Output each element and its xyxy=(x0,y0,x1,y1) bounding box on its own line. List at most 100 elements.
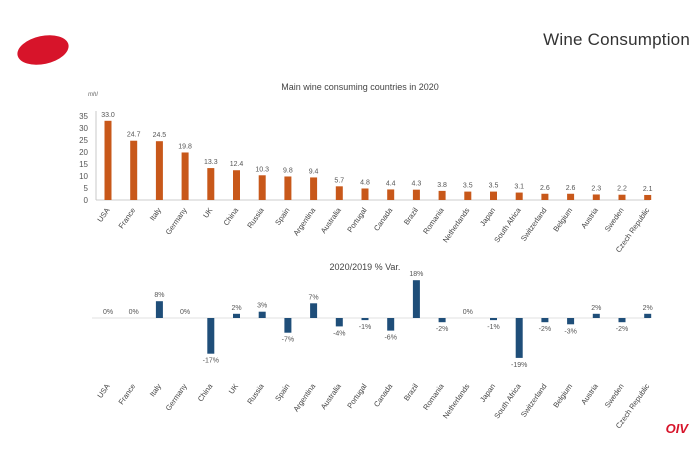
consumption-y-tick-label: 25 xyxy=(79,136,88,145)
consumption-value-label: 2.6 xyxy=(566,185,576,192)
variation-category-label: Australia xyxy=(319,381,344,411)
variation-bar xyxy=(618,318,626,323)
variation-category-label: China xyxy=(196,381,215,403)
consumption-bar xyxy=(644,194,652,200)
variation-value-label: -19% xyxy=(511,362,527,369)
variation-bar xyxy=(438,318,446,323)
consumption-category-label: France xyxy=(117,206,138,230)
consumption-value-label: 10.3 xyxy=(255,166,269,173)
variation-category-label: Spain xyxy=(273,382,291,403)
consumption-value-label: 24.5 xyxy=(153,132,167,139)
variation-category-label: Romania xyxy=(421,381,446,411)
variation-category-label: Portugal xyxy=(345,382,369,410)
variation-bar xyxy=(310,303,318,318)
consumption-bar xyxy=(361,188,369,200)
variation-bar xyxy=(155,301,163,318)
consumption-category-label: Brazil xyxy=(402,206,420,227)
consumption-bar xyxy=(387,189,395,200)
consumption-category-label: Switzerland xyxy=(519,206,549,243)
consumption-value-label: 3.5 xyxy=(489,183,499,190)
consumption-value-label: 4.8 xyxy=(360,179,370,186)
consumption-y-tick-label: 10 xyxy=(79,172,88,181)
variation-value-label: -1% xyxy=(359,324,371,331)
variation-value-label: 0% xyxy=(129,309,139,316)
brand-mark: OIV xyxy=(665,421,688,436)
consumption-category-label: Canada xyxy=(372,205,395,232)
variation-value-label: -2% xyxy=(539,326,551,333)
variation-value-label: 2% xyxy=(231,305,241,312)
consumption-category-label: USA xyxy=(95,206,111,224)
consumption-value-label: 19.8 xyxy=(178,143,192,150)
consumption-category-label: Argentina xyxy=(291,205,317,237)
variation-bar xyxy=(233,313,240,318)
consumption-bar xyxy=(284,176,292,200)
consumption-chart: Main wine consuming countries in 2020 mh… xyxy=(79,82,653,254)
consumption-bar xyxy=(438,190,446,200)
variation-value-label: -2% xyxy=(616,326,628,333)
consumption-category-label: Belgium xyxy=(551,206,574,233)
consumption-category-label: Japan xyxy=(478,206,497,228)
consumption-value-label: 4.3 xyxy=(412,181,422,188)
consumption-bar xyxy=(104,120,112,200)
variation-bar xyxy=(644,313,652,318)
variation-category-label: Russia xyxy=(245,381,266,406)
consumption-value-label: 3.8 xyxy=(437,182,447,189)
variation-value-label: -3% xyxy=(564,328,576,335)
variation-value-label: -6% xyxy=(384,335,396,342)
variation-category-label: France xyxy=(117,382,138,406)
variation-chart: 2020/2019 % Var. 0% 0% 8% 0% -17% 2% 3% -7% 7% -4… xyxy=(92,262,653,430)
oiv-logo-ellipse xyxy=(17,35,69,65)
consumption-bar xyxy=(541,193,549,200)
consumption-category-label: Germany xyxy=(164,206,189,237)
consumption-value-label: 3.5 xyxy=(463,183,473,190)
consumption-value-label: 5.7 xyxy=(334,177,344,184)
variation-value-label: -2% xyxy=(436,326,448,333)
consumption-category-label: Australia xyxy=(319,205,344,235)
consumption-bar xyxy=(310,177,318,200)
variation-value-label: 7% xyxy=(309,294,319,301)
consumption-bar xyxy=(592,194,600,200)
consumption-value-label: 3.1 xyxy=(514,184,524,191)
consumption-value-label: 2.1 xyxy=(643,186,653,193)
variation-category-label: Austria xyxy=(579,381,600,406)
consumption-y-tick-label: 5 xyxy=(84,184,89,193)
consumption-bar xyxy=(181,152,189,200)
consumption-category-label: Portugal xyxy=(345,206,369,234)
variation-value-label: -4% xyxy=(333,330,345,337)
variation-bar xyxy=(387,318,395,331)
consumption-value-label: 9.8 xyxy=(283,167,293,174)
consumption-value-label: 13.3 xyxy=(204,159,218,166)
page-title: Wine Consumption xyxy=(543,30,690,49)
consumption-category-label: Russia xyxy=(245,205,266,230)
consumption-bar xyxy=(464,191,472,200)
variation-bar xyxy=(258,311,266,318)
variation-chart-title: 2020/2019 % Var. xyxy=(330,262,401,272)
consumption-value-label: 2.6 xyxy=(540,185,550,192)
consumption-category-label: Sweden xyxy=(603,206,626,233)
variation-value-label: 8% xyxy=(154,292,164,299)
consumption-category-label: Spain xyxy=(273,206,291,227)
variation-bar xyxy=(515,318,523,358)
consumption-y-tick-label: 15 xyxy=(79,160,88,169)
consumption-category-label: Netherlands xyxy=(441,206,472,244)
variation-category-label: Germany xyxy=(164,382,189,413)
consumption-category-label: Austria xyxy=(579,205,600,230)
variation-category-label: Switzerland xyxy=(519,382,549,419)
consumption-y-tick-label: 20 xyxy=(79,148,88,157)
consumption-chart-title: Main wine consuming countries in 2020 xyxy=(281,82,439,92)
consumption-y-tick-label: 0 xyxy=(84,196,89,205)
variation-bar xyxy=(207,318,215,354)
variation-value-label: 0% xyxy=(103,309,113,316)
consumption-category-label: Romania xyxy=(421,205,446,235)
variation-category-label: Canada xyxy=(372,381,395,408)
consumption-bar xyxy=(335,186,343,200)
variation-bar xyxy=(592,313,600,318)
variation-value-label: 18% xyxy=(409,271,423,278)
variation-category-label: Argentina xyxy=(291,381,317,413)
variation-category-label: Brazil xyxy=(402,382,420,403)
variation-category-label: Sweden xyxy=(603,382,626,409)
consumption-bar xyxy=(258,175,266,200)
variation-category-label: Belgium xyxy=(551,382,574,409)
consumption-bar xyxy=(130,140,138,200)
